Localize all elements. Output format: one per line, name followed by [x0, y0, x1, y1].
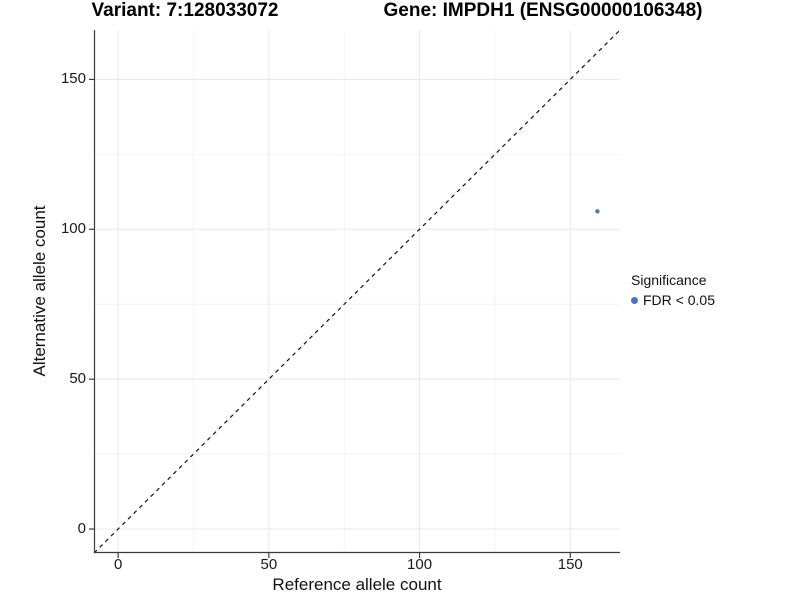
- legend-point-icon: [631, 297, 638, 304]
- gene-title: Gene: IMPDH1 (ENSG00000106348): [383, 0, 703, 21]
- legend-item-label: FDR < 0.05: [643, 292, 715, 308]
- y-tick-label: 100: [60, 220, 86, 238]
- y-tick-label: 50: [69, 370, 86, 388]
- legend-item: FDR < 0.05: [631, 292, 715, 309]
- legend: Significance FDR < 0.05: [631, 272, 715, 309]
- legend-title: Significance: [631, 272, 707, 288]
- identity-line: [93, 29, 621, 554]
- x-tick-label: 100: [407, 556, 433, 573]
- x-tick-label: 0: [113, 556, 123, 573]
- y-tick-label: 150: [60, 70, 86, 88]
- variant-title: Variant: 7:128033072: [91, 0, 279, 21]
- y-tick-label: 0: [77, 520, 86, 538]
- x-tick-label: 50: [260, 556, 278, 573]
- x-tick-label: 150: [557, 556, 583, 573]
- data-point: [595, 209, 600, 214]
- x-axis-title: Reference allele count: [272, 575, 442, 594]
